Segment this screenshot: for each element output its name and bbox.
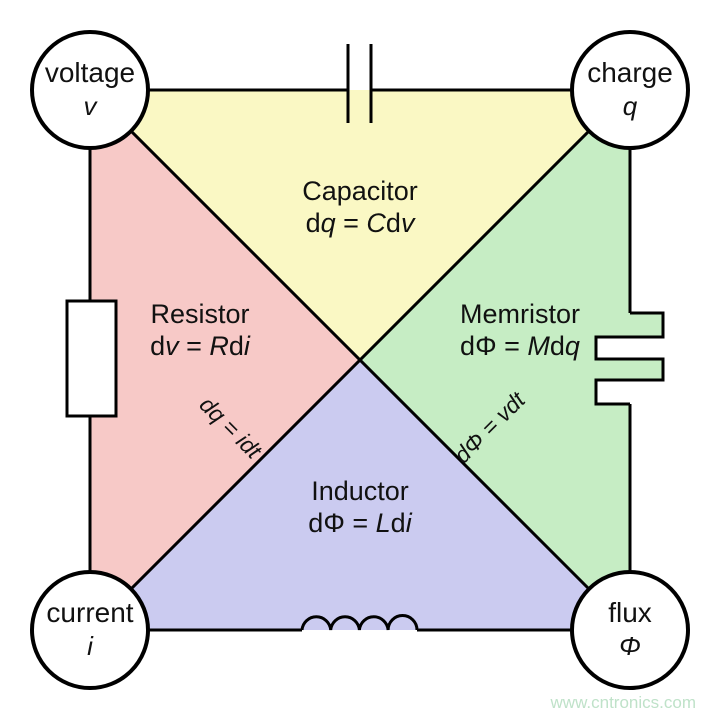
svg-text:charge: charge: [587, 57, 673, 88]
svg-text:q: q: [623, 91, 638, 121]
svg-text:current: current: [46, 597, 133, 628]
svg-text:www.cntronics.com: www.cntronics.com: [550, 693, 696, 712]
svg-text:flux: flux: [608, 597, 652, 628]
svg-text:dv = Rdi: dv = Rdi: [150, 331, 251, 361]
svg-text:dq = Cdv: dq = Cdv: [306, 208, 416, 238]
svg-text:voltage: voltage: [45, 57, 135, 88]
svg-text:Φ: Φ: [619, 631, 641, 661]
svg-text:Inductor: Inductor: [311, 476, 409, 506]
svg-text:Resistor: Resistor: [150, 299, 249, 329]
svg-text:Memristor: Memristor: [460, 299, 580, 329]
svg-text:dΦ = Mdq: dΦ = Mdq: [460, 331, 580, 361]
svg-text:dΦ = Ldi: dΦ = Ldi: [308, 508, 412, 538]
svg-text:v: v: [84, 91, 99, 121]
svg-text:Capacitor: Capacitor: [302, 176, 418, 206]
